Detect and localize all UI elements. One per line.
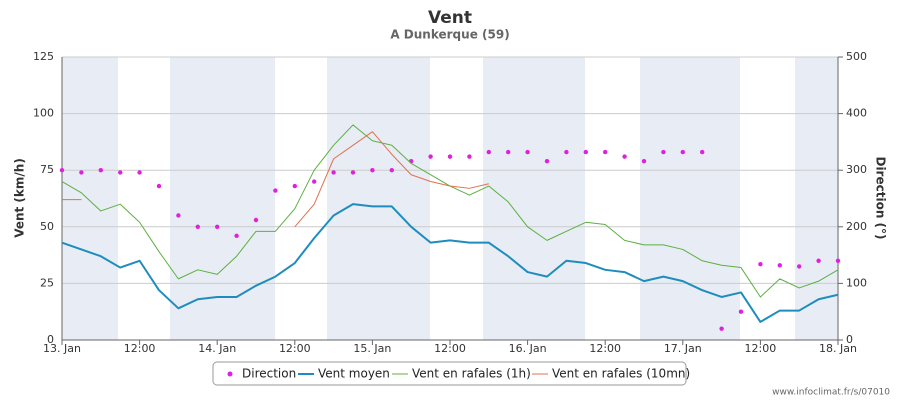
direction-dot (700, 149, 705, 155)
direction-dot (79, 170, 84, 175)
series-line (294, 131, 489, 228)
direction-dot (835, 258, 841, 263)
direction-dot (195, 224, 200, 229)
x-tick-label: 12:00 (124, 342, 156, 355)
direction-dot (118, 170, 123, 175)
direction-dot (583, 149, 588, 155)
direction-dot (816, 258, 821, 263)
chart-title: Vent (428, 8, 472, 28)
y2-axis-label: Direction (°) (874, 156, 888, 239)
y-tick-label: 125 (33, 50, 54, 63)
direction-dot (273, 188, 278, 193)
direction-dot (350, 170, 356, 175)
y2-tick-label: 200 (846, 220, 867, 233)
y-axis-label: Vent (km/h) (13, 158, 27, 238)
direction-dot (564, 149, 569, 155)
direction-dot (622, 154, 627, 159)
x-tick-label: 12:00 (745, 342, 777, 355)
source: www.infoclimat.fr/s/07010 (772, 388, 890, 398)
direction-dot (409, 158, 414, 164)
band (62, 57, 118, 340)
x-tick-label: 17. Jan (664, 342, 702, 355)
direction-dot (797, 264, 802, 269)
direction-dot (544, 158, 550, 164)
x-tick-label: 13. Jan (43, 342, 81, 355)
band (483, 57, 585, 340)
direction-dot (777, 263, 782, 268)
y2-tick-label: 100 (846, 276, 867, 289)
direction-dot (428, 154, 433, 159)
direction-dot (467, 154, 472, 159)
legend-symbol (227, 371, 233, 377)
y-tick-label: 75 (40, 163, 54, 176)
y2-tick-label: 400 (846, 107, 867, 120)
y-tick-label: 0 (47, 333, 54, 346)
band (170, 57, 275, 340)
y-tick-label: 25 (40, 276, 54, 289)
y2-tick-label: 500 (846, 50, 867, 63)
direction-dot (758, 261, 763, 267)
legend-label: Vent en rafales (10mn) (552, 367, 690, 381)
x-tick-label: 14. Jan (198, 342, 236, 355)
direction-dot (234, 233, 239, 239)
y2-tick-label: 0 (846, 333, 853, 346)
direction-dot (680, 149, 685, 155)
x-tick-label: 12:00 (434, 342, 466, 355)
legend-label: Vent moyen (318, 367, 390, 381)
direction-dot (603, 149, 608, 155)
direction-dot (312, 179, 317, 184)
direction-dot (176, 213, 181, 218)
x-tick-label: 15. Jan (353, 342, 391, 355)
direction-dot (98, 168, 104, 173)
direction-dot (370, 168, 375, 173)
direction-dot (641, 158, 647, 164)
x-tick-label: 18. Jan (819, 342, 857, 355)
direction-dot (506, 149, 511, 155)
direction-dot (525, 149, 530, 155)
direction-dot (447, 154, 453, 159)
x-tick-label: 12:00 (279, 342, 311, 355)
direction-dot (389, 168, 394, 173)
legend-label: Direction (242, 367, 296, 381)
band (327, 57, 430, 340)
band (640, 57, 740, 340)
band (795, 57, 838, 340)
direction-dot (156, 183, 162, 189)
direction-dot (661, 149, 666, 155)
x-tick-label: 12:00 (589, 342, 621, 355)
direction-dot (292, 183, 297, 189)
direction-dot (137, 170, 142, 175)
legend-box (212, 361, 687, 386)
background-bands (62, 57, 838, 340)
y-tick-label: 50 (40, 220, 54, 233)
legend-label: Vent en rafales (1h) (412, 367, 531, 381)
y2-tick-label: 300 (846, 163, 867, 176)
x-tick-label: 16. Jan (509, 342, 547, 355)
y-tick-label: 100 (33, 107, 54, 120)
direction-dot (253, 217, 259, 223)
direction-dot (331, 170, 336, 175)
direction-dot (486, 149, 491, 155)
chart-subtitle: A Dunkerque (59) (390, 28, 509, 42)
direction-dot (59, 168, 65, 173)
direction-dot (215, 224, 220, 229)
direction-dot (738, 309, 744, 314)
direction-dot (719, 326, 724, 331)
series-line (61, 203, 839, 323)
